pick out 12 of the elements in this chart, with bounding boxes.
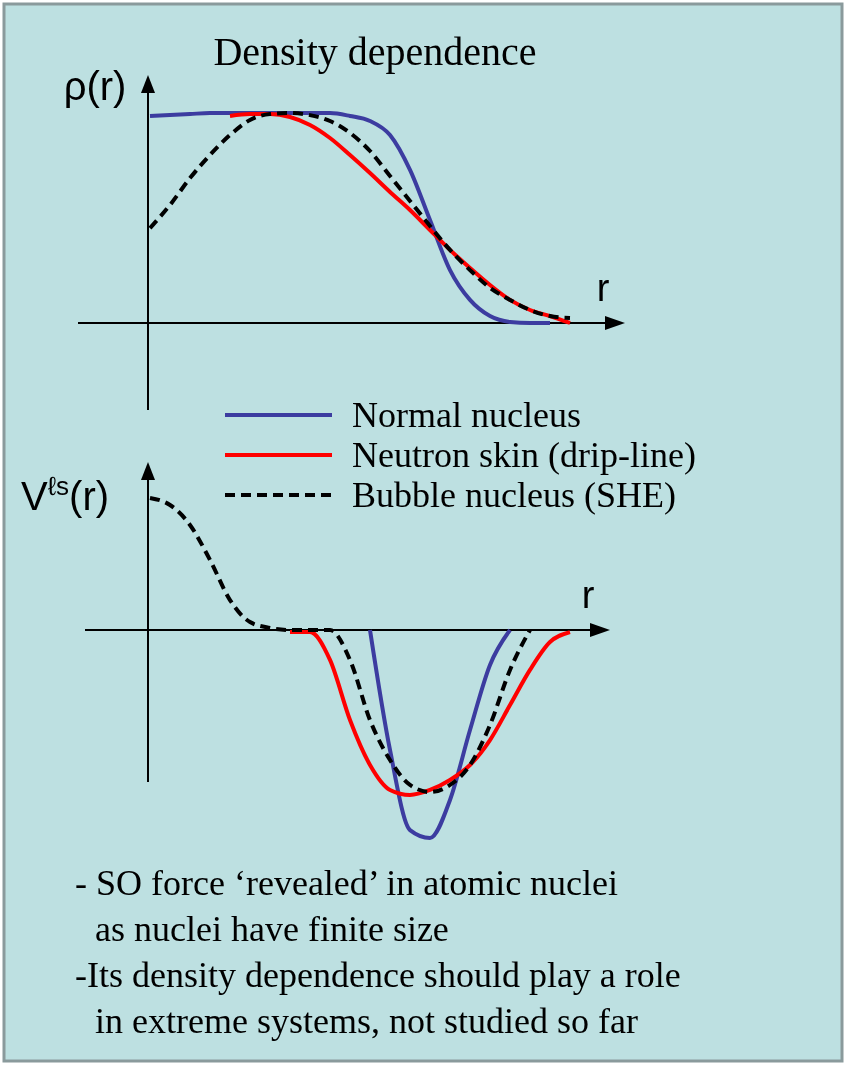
x-axis-title: r bbox=[581, 574, 595, 616]
y-axis-title: V$^{ℓs}$(r) bbox=[20, 471, 110, 518]
y-axis-title: ρ(r) bbox=[63, 64, 127, 108]
x-axis-title: r bbox=[596, 267, 610, 309]
text: -Its density dependence should play a role bbox=[75, 955, 681, 995]
text: in extreme systems, not studied so far bbox=[95, 1001, 638, 1041]
legend-label: Bubble nucleus (SHE) bbox=[352, 475, 676, 515]
legend-label: Normal nucleus bbox=[352, 395, 581, 435]
text: - SO force ‘revealed’ in atomic nuclei bbox=[75, 863, 619, 903]
text: as nuclei have finite size bbox=[95, 909, 449, 949]
chart-title: Density dependence bbox=[213, 29, 537, 74]
legend-label: Neutron skin (drip-line) bbox=[352, 435, 696, 475]
